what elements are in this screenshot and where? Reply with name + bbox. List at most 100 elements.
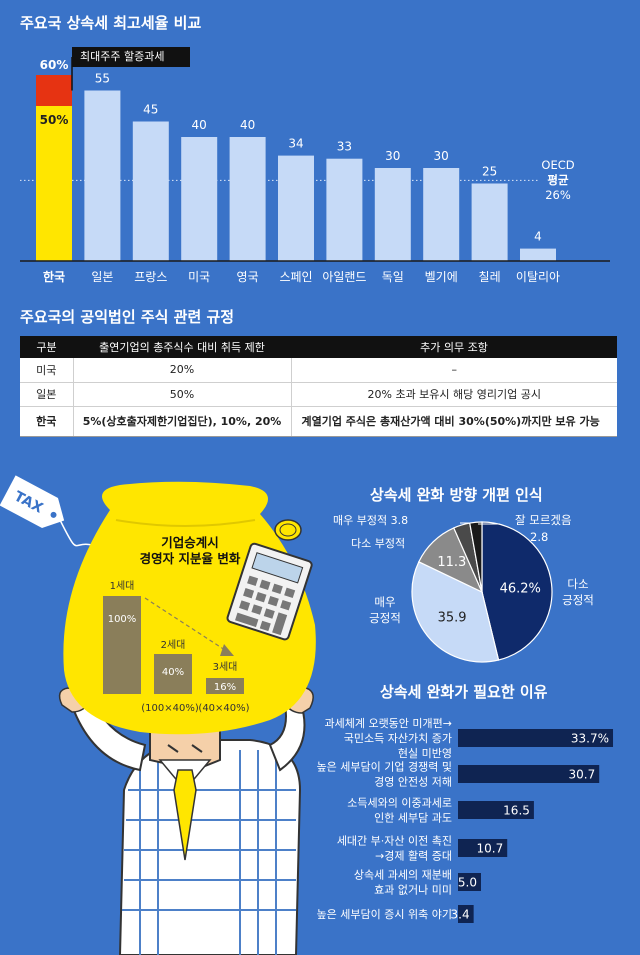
hbar-category-label: 세대간 부·자산 이전 촉진	[337, 835, 452, 848]
pie-value-label: 35.9	[438, 610, 467, 625]
very-negative-label: 매우 부정적 3.8	[333, 514, 408, 527]
bar-value-label: 25	[482, 165, 497, 179]
table-header: 구분	[20, 336, 73, 358]
some-negative-label: 다소 부정적	[351, 537, 405, 550]
oecd-label-line3: 26%	[545, 188, 571, 202]
bar-value-label: 40	[240, 118, 255, 132]
bar-value-label: 45	[143, 103, 158, 117]
bar-value-label: 40	[192, 118, 207, 132]
hbar-category-label: 현실 미반영	[398, 747, 452, 760]
hbar-category-label: 경영 안전성 저해	[374, 775, 452, 789]
bar-스페인	[278, 155, 314, 261]
table-cell: 한국	[20, 406, 73, 437]
x-tick-label: 일본	[91, 270, 113, 284]
bar-미국	[181, 137, 218, 261]
bar-프랑스	[132, 121, 169, 261]
oecd-label-line2: 평균	[547, 173, 569, 187]
hbar-category-label: 높은 세부담이 증시 위축 야기	[317, 908, 452, 921]
hbar-value-label: 5.0	[458, 876, 477, 890]
bar-value-label: 33	[337, 140, 352, 154]
table-cell: 20%	[72, 358, 291, 383]
table-cell: 5%(상호출자제한기업집단), 10%, 20%	[72, 406, 291, 437]
table-header: 추가 의무 조항	[291, 336, 617, 358]
pie-slice	[481, 521, 553, 661]
x-tick-label: 프랑스	[134, 270, 167, 284]
hbar-category-label: 과세체계 오랫동안 미개편→	[324, 717, 452, 730]
korea-base-label: 50%	[40, 113, 69, 127]
table-cell: 50%	[72, 382, 291, 407]
hbar	[458, 729, 614, 747]
dont-know-label: 잘 모르겠음	[515, 513, 572, 527]
regulation-title: 주요국의 공익법인 주식 관련 규정	[20, 308, 235, 326]
table-cell: 미국	[20, 358, 73, 383]
oecd-label: OECD 평균 26%	[528, 158, 588, 203]
x-tick-label: 한국	[43, 269, 65, 284]
hbar-category-label: 상속세 과세의 재분배	[354, 869, 452, 882]
x-tick-label: 이탈리아	[516, 270, 560, 284]
hbar	[458, 801, 534, 819]
bar-벨기에	[423, 168, 460, 261]
dont-know-value: 2.8	[530, 530, 548, 544]
hbar-value-label: 16.5	[503, 804, 530, 818]
very-positive-label-2: 긍정적	[369, 611, 401, 625]
bar-value-label: 34	[288, 137, 303, 151]
hbar-category-label: 소득세와의 이중과세로	[347, 797, 452, 810]
table-cell: 20% 초과 보유시 해당 영리기업 공시	[290, 382, 617, 407]
table-row: 미국 20% –	[20, 358, 617, 383]
table-cell: 일본	[20, 382, 73, 407]
bar-value-label: 30	[385, 149, 400, 163]
x-tick-label: 미국	[188, 270, 210, 284]
bar-value-label: 4	[534, 230, 542, 244]
hbar-value-label: 3.4	[451, 908, 470, 922]
hbar-category-label: 효과 없거나 미미	[374, 884, 452, 897]
korea-total-label: 60%	[40, 58, 69, 72]
perception-title: 상속세 완화 방향 개편 인식	[370, 486, 543, 504]
very-positive-label: 매우	[374, 595, 395, 609]
bar-영국	[229, 137, 266, 261]
table-header: 출연기업의 총주식수 대비 취득 제한	[73, 336, 291, 358]
hbar-value-label: 30.7	[569, 768, 596, 782]
table-cell: –	[290, 358, 617, 383]
x-tick-label: 칠레	[479, 270, 501, 284]
bar-칠레	[471, 183, 508, 261]
table-row: 한국 5%(상호출자제한기업집단), 10%, 20% 계열기업 주식은 총재산…	[20, 406, 617, 437]
hbar-category-label: 인한 세부담 과도	[374, 812, 452, 825]
x-tick-label: 벨기에	[425, 270, 458, 284]
bar-한국	[36, 106, 72, 261]
tax-rate-title: 주요국 상속세 최고세율 비교	[20, 14, 202, 32]
pie-value-label: 11.3	[437, 555, 466, 570]
x-tick-label: 독일	[382, 270, 404, 284]
bar-아일랜드	[326, 158, 363, 261]
table-header-row: 구분 출연기업의 총주식수 대비 취득 제한 추가 의무 조항	[20, 336, 617, 358]
hbar-value-label: 10.7	[477, 842, 504, 856]
bar-일본	[84, 90, 121, 261]
surtax-label: 최대주주 할증과세	[72, 47, 190, 67]
hbar-category-label: 국민소득 자산가치 증가	[344, 732, 452, 745]
table-cell: 계열기업 주식은 총재산가액 대비 30%(50%)까지만 보유 가능	[290, 406, 617, 437]
pie-value-label: 46.2%	[500, 581, 541, 596]
oecd-label-line1: OECD	[541, 158, 575, 172]
hbar	[458, 765, 600, 783]
some-positive-label-2: 긍정적	[562, 593, 594, 607]
x-tick-label: 스페인	[279, 270, 312, 284]
pie-slice	[411, 560, 500, 663]
x-tick-label: 아일랜드	[322, 270, 366, 284]
table-row: 일본 50% 20% 초과 보유시 해당 영리기업 공시	[20, 382, 617, 407]
tax-rate-bar-chart: 한국 55 일본 45 프랑스 40 미국 40 영국 34 스페인 33 아일랜드 30 독일 30 벨기에 2…	[20, 57, 610, 284]
hbar	[458, 905, 474, 923]
bar-value-label: 30	[434, 149, 449, 163]
bar-독일	[374, 168, 411, 261]
x-tick-label: 영국	[237, 270, 259, 284]
hbar-category-label: 높은 세부담이 기업 경쟁력 및	[317, 761, 452, 774]
hbar-category-label: →경제 활력 증대	[375, 849, 452, 863]
bar-value-label: 55	[95, 72, 110, 86]
hbar-value-label: 33.7%	[571, 732, 609, 746]
reasons-title: 상속세 완화가 필요한 이유	[380, 683, 548, 701]
bar-surtax	[36, 75, 72, 106]
regulation-table: 구분 출연기업의 총주식수 대비 취득 제한 추가 의무 조항 미국 20% –…	[20, 336, 617, 437]
hbar	[458, 839, 508, 857]
bar-이탈리아	[520, 248, 556, 261]
hbar	[458, 873, 481, 891]
